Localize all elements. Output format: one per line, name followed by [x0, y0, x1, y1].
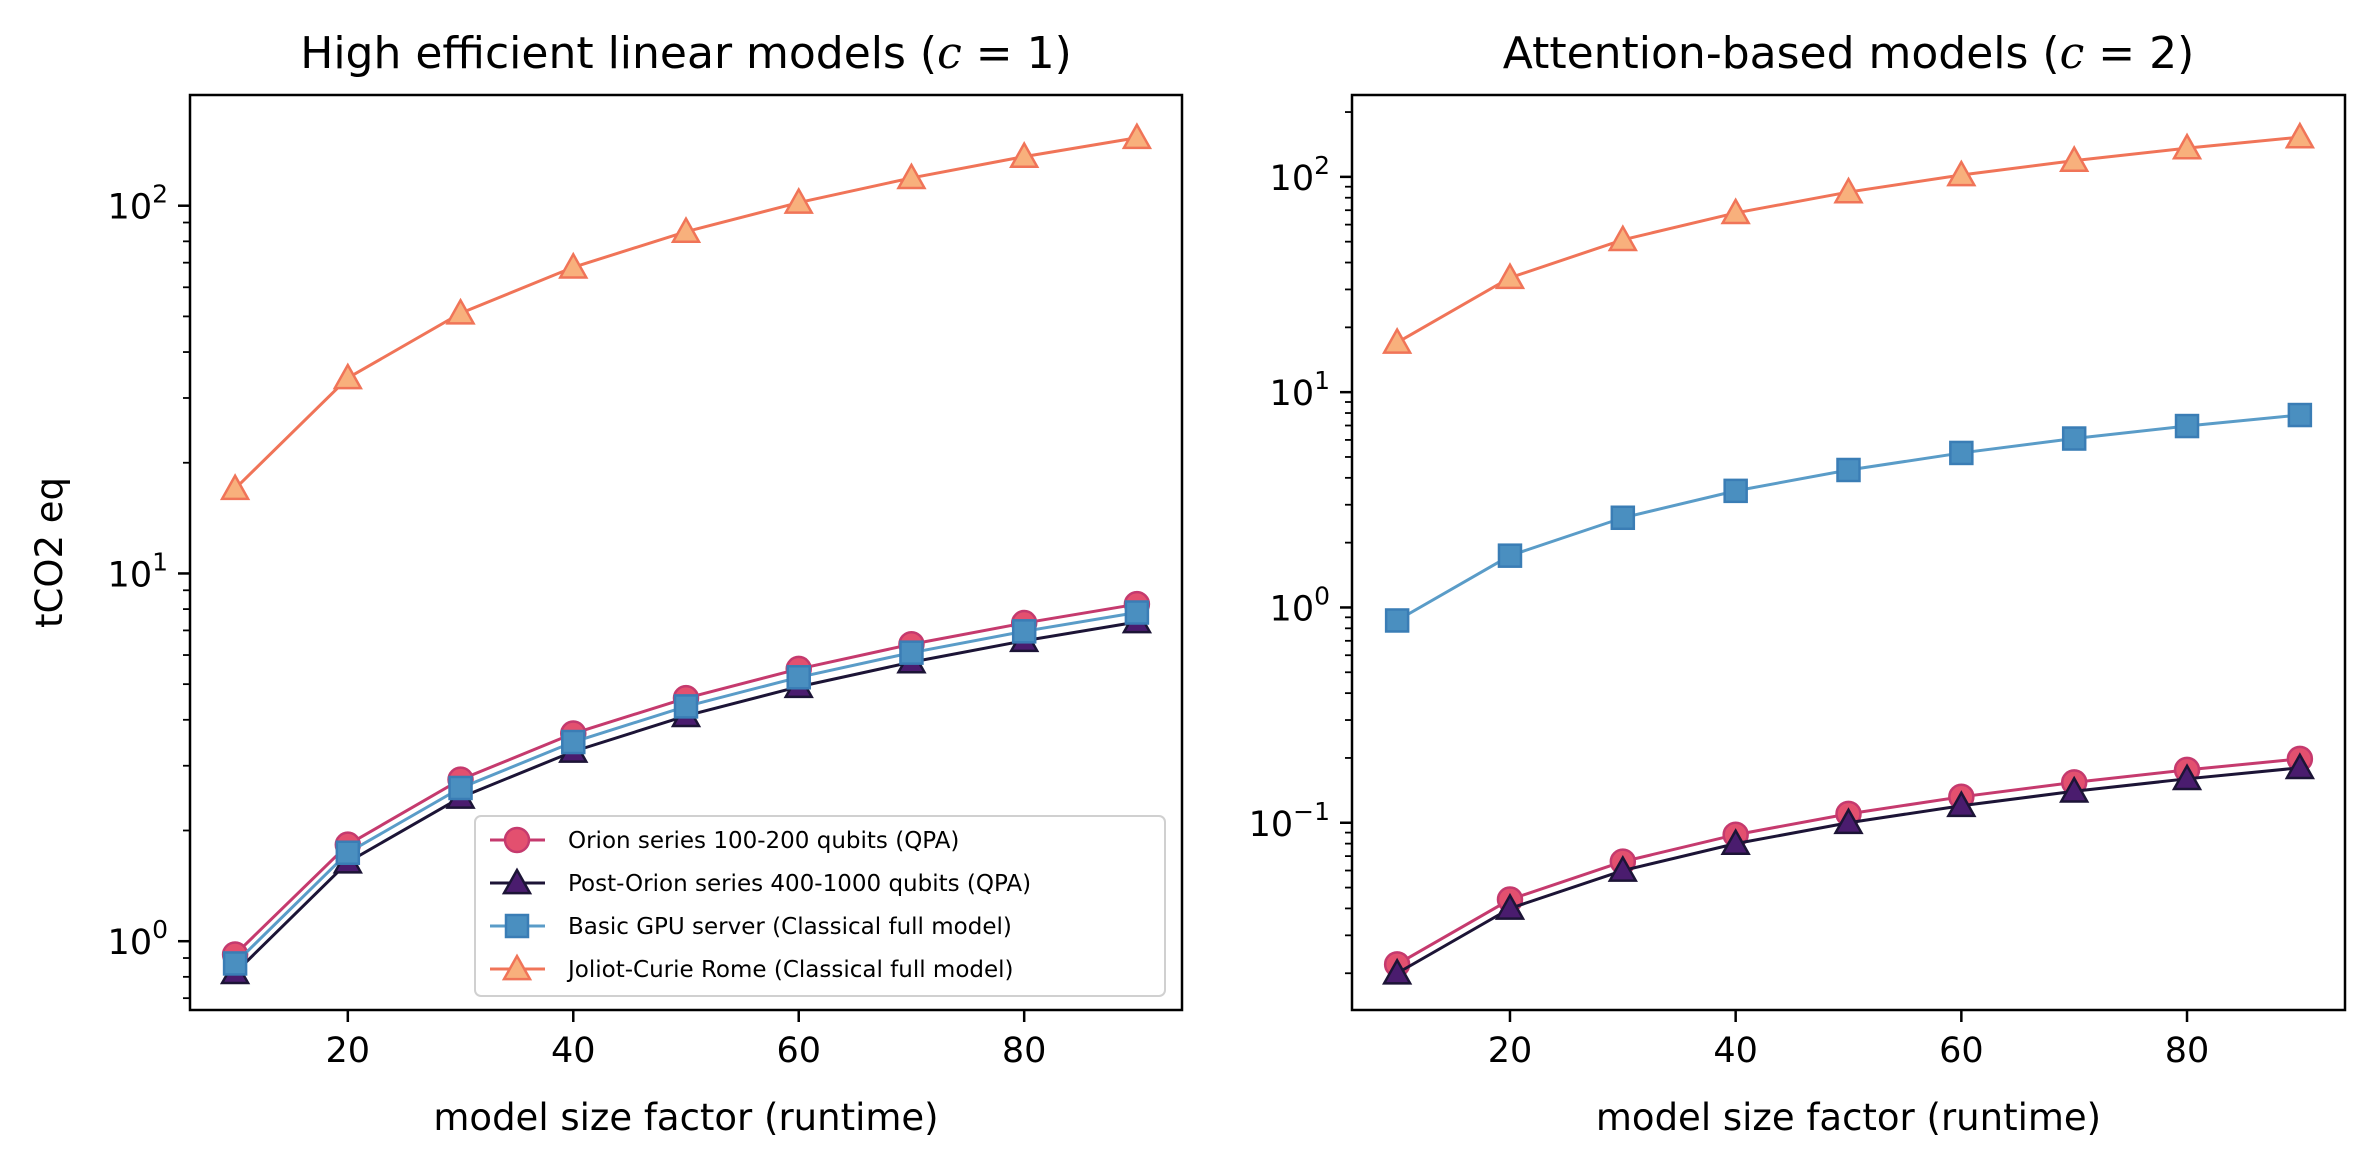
data-point: [2059, 775, 2090, 803]
data-point: [222, 951, 248, 976]
data-point: [899, 640, 924, 665]
data-point: [1121, 122, 1153, 150]
data-point: [1720, 197, 1751, 225]
data-point: [2284, 752, 2315, 780]
y-tick-label: 100: [108, 915, 168, 963]
series-2: [1382, 752, 2315, 985]
data-point: [1833, 176, 1864, 204]
series-3: [222, 600, 1150, 976]
series-line: [1396, 135, 2301, 344]
data-point: [673, 694, 699, 719]
data-point: [1494, 892, 1526, 920]
data-point: [448, 775, 473, 801]
data-point: [558, 251, 589, 279]
x-tick-label: 40: [551, 1031, 596, 1071]
data-point: [1384, 608, 1410, 633]
legend-label: Orion series 100-200 qubits (QPA): [568, 828, 959, 854]
x-tick-label: 60: [1939, 1031, 1984, 1071]
data-point: [1949, 440, 1974, 466]
data-point: [1836, 457, 1861, 483]
data-point: [1723, 478, 1748, 504]
data-point: [2284, 121, 2315, 149]
y-tick-label: 102: [1270, 151, 1330, 199]
legend-label: Joliot-Curie Rome (Classical full model): [566, 957, 1014, 983]
x-axis-label: model size factor (runtime): [1596, 1096, 2101, 1139]
data-point: [1720, 828, 1751, 856]
data-point: [1382, 326, 1413, 354]
plot-frame: [1350, 93, 2347, 1012]
data-point: [1494, 262, 1526, 290]
chart-title: High efficient linear models (c = 1): [300, 28, 1072, 79]
legend-item: Orion series 100-200 qubits (QPA): [490, 826, 959, 854]
series-4: [219, 122, 1153, 501]
legend-marker: [501, 953, 533, 981]
data-point: [1124, 600, 1150, 625]
data-point: [2287, 402, 2313, 428]
chart-panel-1: High efficient linear models (c = 1) mode…: [28, 28, 1184, 1139]
data-point: [2171, 132, 2203, 160]
data-point: [670, 216, 702, 244]
y-tick-label: 101: [1270, 366, 1330, 414]
y-tick-label: 101: [108, 547, 168, 595]
data-point: [1833, 807, 1864, 835]
series-line: [1396, 757, 2301, 966]
series-line: [1396, 766, 2301, 975]
legend-marker: [504, 913, 530, 939]
data-point: [896, 162, 927, 190]
x-tick-label: 20: [1488, 1031, 1533, 1071]
x-tick-label: 80: [1002, 1031, 1047, 1071]
data-point: [1011, 619, 1037, 644]
data-point: [2061, 426, 2087, 451]
data-point: [1382, 957, 1413, 985]
legend: Orion series 100-200 qubits (QPA) Post-Or…: [474, 815, 1166, 997]
data-point: [783, 186, 814, 214]
legend-marker: [503, 826, 531, 854]
series-4: [1382, 121, 2315, 354]
data-point: [2059, 145, 2090, 172]
data-point: [335, 840, 361, 865]
x-axis-label: model size factor (runtime): [433, 1096, 938, 1139]
y-tick-label: 102: [108, 180, 168, 228]
legend-label: Basic GPU server (Classical full model): [568, 914, 1012, 940]
series-line: [1396, 413, 2301, 622]
legend-item: Joliot-Curie Rome (Classical full model): [490, 953, 1014, 983]
legend-item: Basic GPU server (Classical full model): [490, 913, 1012, 940]
chart-panel-2: Attention-based models (c = 2) model size…: [1249, 28, 2347, 1139]
chart-title: Attention-based models (c = 2): [1503, 28, 2195, 79]
data-point: [2174, 413, 2200, 439]
data-point: [219, 473, 251, 501]
x-tick-label: 80: [2165, 1031, 2210, 1071]
data-point: [1607, 224, 1638, 252]
plot-frame: [188, 93, 1184, 1012]
y-axis-label: tCO2 eq: [28, 477, 71, 628]
data-point: [1009, 141, 1040, 168]
legend-label: Post-Orion series 400-1000 qubits (QPA): [568, 871, 1031, 897]
data-point: [561, 729, 586, 755]
data-point: [2171, 763, 2203, 791]
data-point: [1946, 790, 1977, 818]
data-point: [1946, 159, 1977, 187]
data-point: [332, 362, 363, 390]
x-tick-label: 40: [1713, 1031, 1758, 1071]
legend-item: Post-Orion series 400-1000 qubits (QPA): [490, 867, 1031, 897]
data-point: [445, 297, 476, 325]
data-point: [1610, 505, 1636, 531]
data-point: [1497, 543, 1523, 568]
legend-marker: [501, 867, 533, 895]
data-point: [1607, 854, 1638, 882]
y-tick-label: 100: [1270, 581, 1330, 629]
data-point: [786, 665, 811, 690]
legend-box: [474, 815, 1166, 997]
y-tick-label: 10−1: [1249, 797, 1330, 845]
x-tick-label: 60: [776, 1031, 821, 1071]
x-tick-label: 20: [326, 1031, 371, 1071]
series-line: [234, 136, 1138, 490]
series-3: [1384, 402, 2313, 633]
